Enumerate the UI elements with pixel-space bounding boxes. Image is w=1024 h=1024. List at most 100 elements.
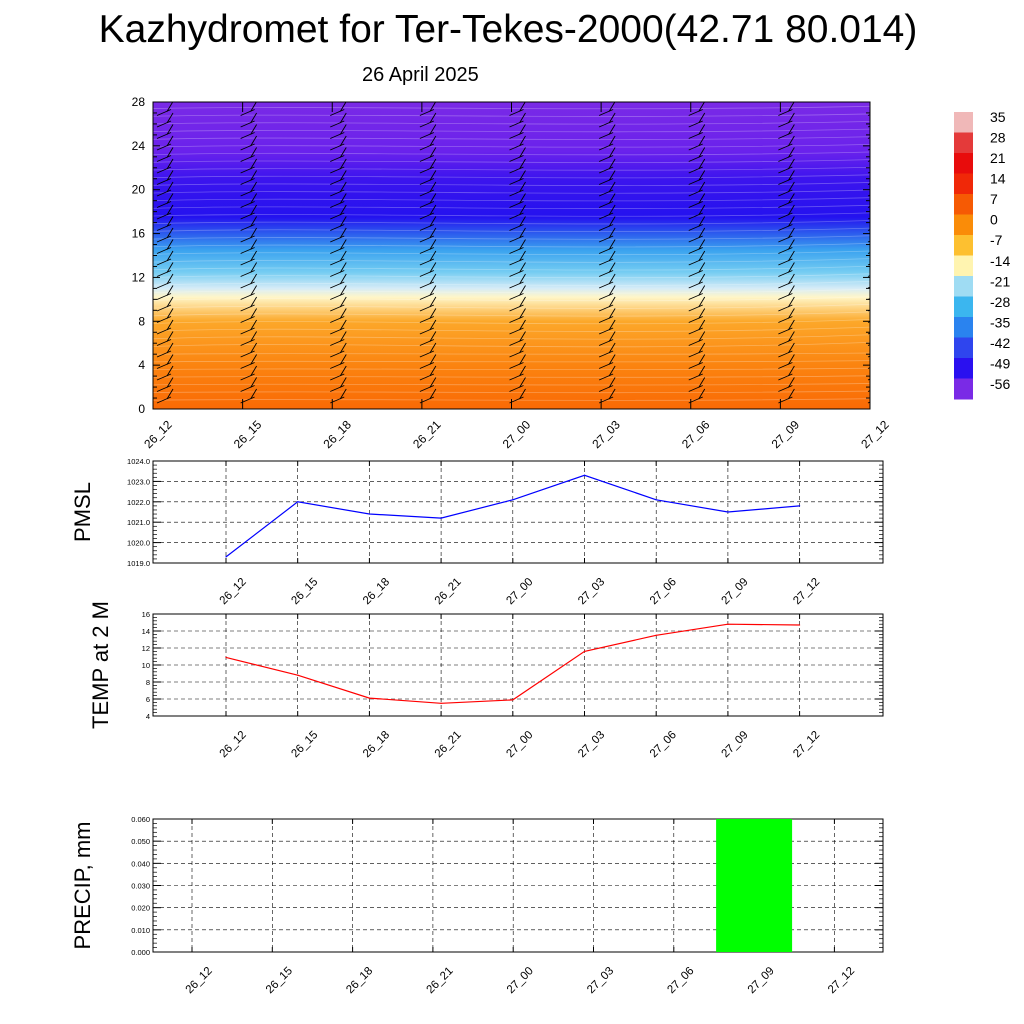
x-tick-label: 27_09 (720, 729, 751, 760)
wind-barb (240, 166, 255, 174)
colorbar: 35 28 21 14 7 0 -7 -14 -21 -28 -35 -42 -49 -56 (954, 109, 1010, 400)
wind-barb (778, 373, 793, 381)
colorbar-label: -21 (990, 273, 1010, 289)
wind-barb (688, 258, 703, 266)
wind-barb (156, 235, 172, 243)
wind-barb (330, 316, 345, 323)
x-tick-label: 27_12 (858, 417, 892, 451)
wind-barb (240, 304, 255, 312)
wind-barb (240, 143, 255, 151)
cross-section-y-axis: 0 4 8 12 16 20 24 28 (132, 95, 870, 416)
x-tick-label: 27_09 (769, 417, 803, 451)
contour-line (153, 182, 870, 186)
wind-barb (156, 304, 172, 312)
contour-line (153, 273, 870, 279)
contour-line (153, 151, 870, 156)
wind-barb (688, 293, 703, 300)
wind-barb (240, 189, 255, 197)
wind-barb (778, 385, 793, 392)
wind-barb (330, 362, 345, 369)
x-tick-label: 26_18 (320, 417, 354, 451)
data-point (799, 624, 801, 626)
x-tick-label: 27_12 (791, 576, 822, 607)
y-axis-label: TEMP at 2 M (88, 601, 113, 729)
wind-barb (156, 339, 172, 346)
wind-barb (598, 293, 614, 300)
wind-barb (240, 247, 255, 254)
data-point (799, 505, 801, 507)
y-tick-label: 12 (132, 270, 146, 284)
contour-line (153, 398, 870, 401)
wind-barb (330, 155, 345, 162)
colorbar-swatch (954, 112, 973, 133)
wind-barb (330, 143, 345, 151)
wind-barb (156, 212, 172, 220)
wind-barb (419, 293, 435, 300)
data-point (727, 511, 729, 513)
wind-barb (509, 143, 524, 151)
wind-barb (509, 316, 524, 323)
wind-barb (598, 281, 614, 289)
wind-barb (156, 362, 172, 369)
colorbar-swatch (954, 132, 973, 154)
wind-barb (509, 281, 524, 289)
temperature-panel: 4 6 8 10 12 14 16 26_12 26_15 26_18 26_21 27_00 27_0… (88, 601, 884, 760)
wind-barb (598, 304, 614, 312)
contour-line (153, 341, 870, 348)
wind-barb (509, 327, 524, 335)
x-tick-label: 27_12 (791, 729, 822, 760)
y-tick-label: 1021.0 (127, 518, 150, 527)
wind-barb (240, 120, 255, 128)
wind-barb (156, 247, 172, 254)
x-tick-label: 27_00 (505, 965, 536, 996)
y-tick-label: 0.040 (131, 859, 150, 868)
data-point (297, 501, 299, 503)
wind-barb (688, 189, 703, 197)
wind-barb (598, 247, 614, 254)
wind-barb (240, 350, 255, 358)
wind-barb (509, 293, 524, 300)
x-tick-label: 26_21 (433, 576, 464, 607)
wind-barb (240, 327, 255, 335)
contour-line (153, 227, 870, 233)
wind-barb (330, 270, 345, 277)
wind-barb (156, 258, 172, 266)
wind-barb (778, 316, 793, 323)
wind-barb (598, 120, 614, 128)
wind-barb (778, 270, 793, 277)
wind-barb (156, 155, 172, 162)
wind-barb (419, 155, 435, 162)
contour-line (153, 288, 870, 294)
wind-barb (598, 178, 614, 185)
x-tick-label: 27_12 (826, 965, 857, 996)
contour-line (153, 265, 870, 271)
wind-barb (598, 373, 614, 381)
wind-barb (688, 316, 703, 323)
wind-barb (330, 120, 345, 128)
wind-barb (330, 304, 345, 312)
wind-barb (509, 189, 524, 197)
wind-barb (509, 178, 524, 185)
wind-barb (419, 212, 435, 220)
wind-barb (598, 143, 614, 151)
y-tick-label: 14 (142, 627, 150, 636)
wind-barb (598, 327, 614, 335)
wind-barb (509, 304, 524, 312)
contour-lines (153, 105, 870, 401)
wind-barb (240, 281, 255, 289)
wind-barb (509, 362, 524, 369)
contour-line (153, 311, 870, 317)
contour-line (153, 258, 870, 263)
wind-barb (156, 327, 172, 335)
wind-barb (598, 189, 614, 197)
wind-barb (598, 212, 614, 220)
x-tick-label: 26_18 (344, 965, 375, 996)
wind-barb (688, 235, 703, 243)
data-point (297, 674, 299, 676)
wind-barb (330, 247, 345, 254)
y-tick-label: 0.030 (131, 882, 150, 891)
contour-line (153, 204, 870, 209)
wind-barb (778, 212, 793, 220)
contour-line (153, 143, 870, 148)
wind-barb (330, 327, 345, 335)
